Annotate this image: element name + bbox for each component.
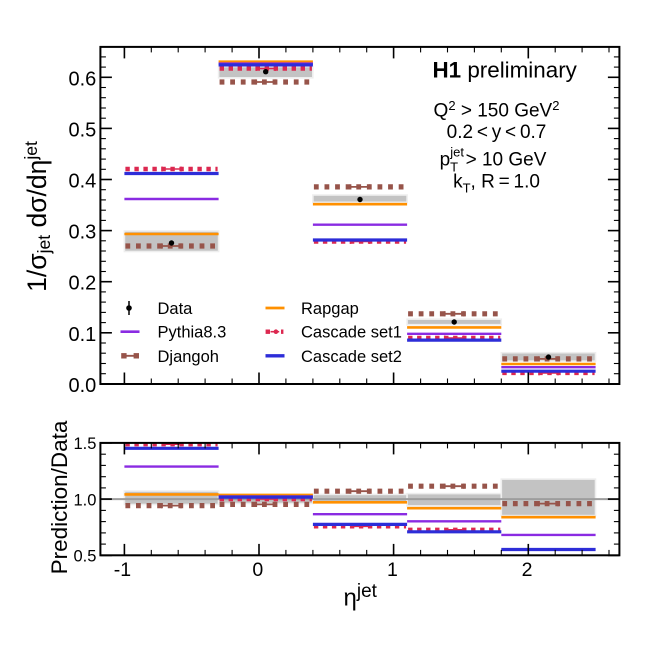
svg-text:H1 preliminary: H1 preliminary bbox=[433, 58, 578, 83]
svg-text:2: 2 bbox=[522, 559, 533, 581]
svg-text:0.5: 0.5 bbox=[68, 119, 96, 141]
svg-text:1/σjet dσ/dηjet: 1/σjet dσ/dηjet bbox=[21, 141, 54, 292]
svg-text:Djangoh: Djangoh bbox=[158, 348, 219, 366]
svg-text:0: 0 bbox=[252, 559, 263, 581]
svg-text:Cascade set2: Cascade set2 bbox=[301, 348, 402, 366]
svg-text:-1: -1 bbox=[114, 559, 131, 581]
svg-text:0.2 < y < 0.7: 0.2 < y < 0.7 bbox=[447, 122, 547, 143]
svg-text:0.1: 0.1 bbox=[68, 324, 96, 346]
svg-text:0.2: 0.2 bbox=[68, 273, 96, 295]
svg-text:0.5: 0.5 bbox=[73, 548, 96, 566]
svg-text:0.6: 0.6 bbox=[68, 68, 96, 90]
svg-text:Pythia8.3: Pythia8.3 bbox=[158, 324, 227, 342]
svg-text:0.3: 0.3 bbox=[68, 222, 96, 244]
svg-text:Q2 > 150 GeV2: Q2 > 150 GeV2 bbox=[434, 98, 560, 122]
svg-text:kT, R = 1.0: kT, R = 1.0 bbox=[453, 172, 540, 196]
svg-text:1.5: 1.5 bbox=[73, 435, 96, 453]
svg-text:Prediction/Data: Prediction/Data bbox=[47, 420, 72, 574]
svg-text:Cascade set1: Cascade set1 bbox=[301, 324, 402, 342]
svg-text:Rapgap: Rapgap bbox=[301, 300, 359, 318]
svg-text:1: 1 bbox=[387, 559, 398, 581]
svg-text:0.0: 0.0 bbox=[68, 375, 96, 397]
svg-text:0.4: 0.4 bbox=[68, 171, 96, 193]
svg-text:1.0: 1.0 bbox=[73, 491, 96, 509]
svg-text:pTjet > 10 GeV: pTjet > 10 GeV bbox=[440, 145, 547, 175]
svg-text:Data: Data bbox=[158, 300, 194, 318]
